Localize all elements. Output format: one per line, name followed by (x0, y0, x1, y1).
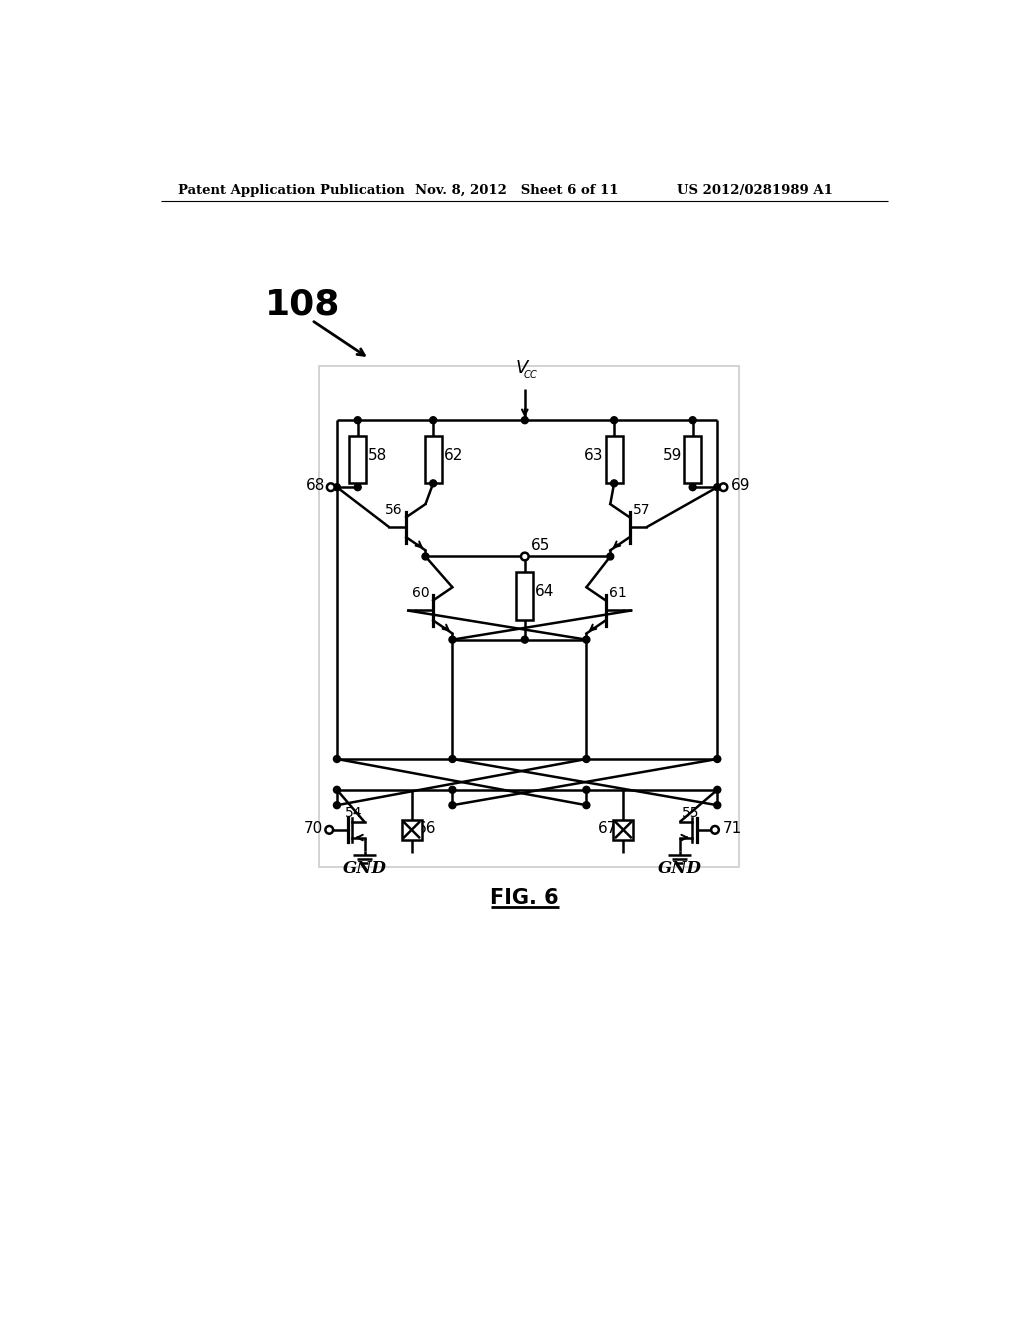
Circle shape (714, 483, 721, 491)
Text: 64: 64 (536, 585, 555, 599)
Circle shape (326, 826, 333, 834)
Text: $_{\mathit{CC}}$: $_{\mathit{CC}}$ (523, 367, 539, 381)
Bar (605, 436, 623, 483)
Bar (684, 436, 701, 483)
Bar (349, 436, 367, 483)
Text: Patent Application Publication: Patent Application Publication (178, 185, 406, 197)
Circle shape (449, 755, 456, 763)
Circle shape (714, 801, 721, 809)
Text: GND: GND (343, 859, 387, 876)
Text: 65: 65 (530, 539, 550, 553)
Text: 70: 70 (304, 821, 324, 836)
Text: 56: 56 (385, 503, 402, 517)
Circle shape (583, 755, 590, 763)
Text: 54: 54 (345, 807, 362, 820)
Text: 68: 68 (306, 478, 325, 494)
Text: 66: 66 (417, 821, 437, 836)
Circle shape (449, 636, 456, 643)
Circle shape (521, 636, 528, 643)
Circle shape (689, 483, 696, 491)
Circle shape (327, 483, 335, 491)
Circle shape (714, 787, 721, 793)
Text: 61: 61 (609, 586, 627, 601)
Text: 71: 71 (722, 821, 741, 836)
Text: 69: 69 (731, 478, 751, 494)
Circle shape (354, 483, 361, 491)
Circle shape (711, 826, 719, 834)
Circle shape (720, 483, 727, 491)
Circle shape (334, 483, 340, 491)
Circle shape (521, 553, 528, 561)
Text: GND: GND (657, 859, 701, 876)
Text: 57: 57 (633, 503, 650, 517)
Circle shape (430, 417, 436, 424)
Circle shape (334, 755, 340, 763)
Circle shape (583, 636, 590, 643)
Bar (401, 820, 422, 840)
Circle shape (610, 480, 617, 487)
Text: FIG. 6: FIG. 6 (490, 887, 559, 908)
Circle shape (334, 787, 340, 793)
Circle shape (334, 801, 340, 809)
Text: Nov. 8, 2012   Sheet 6 of 11: Nov. 8, 2012 Sheet 6 of 11 (416, 185, 618, 197)
Bar (319, 367, 739, 867)
Circle shape (430, 480, 436, 487)
Bar (425, 436, 441, 483)
Circle shape (583, 787, 590, 793)
Text: 60: 60 (412, 586, 430, 601)
Text: 58: 58 (368, 447, 387, 463)
Circle shape (583, 801, 590, 809)
Circle shape (422, 553, 429, 560)
Circle shape (521, 417, 528, 424)
Bar (516, 572, 534, 619)
Text: 55: 55 (682, 807, 699, 820)
Circle shape (714, 755, 721, 763)
Text: 59: 59 (663, 447, 682, 463)
Text: 67: 67 (598, 821, 617, 836)
Circle shape (449, 801, 456, 809)
Circle shape (610, 417, 617, 424)
Circle shape (607, 553, 613, 560)
Text: 108: 108 (265, 288, 341, 322)
Circle shape (354, 417, 361, 424)
Text: 63: 63 (585, 447, 604, 463)
Text: US 2012/0281989 A1: US 2012/0281989 A1 (677, 185, 834, 197)
Text: $V$: $V$ (515, 359, 530, 378)
Bar (613, 820, 634, 840)
Circle shape (689, 417, 696, 424)
Text: 62: 62 (443, 447, 463, 463)
Circle shape (449, 787, 456, 793)
